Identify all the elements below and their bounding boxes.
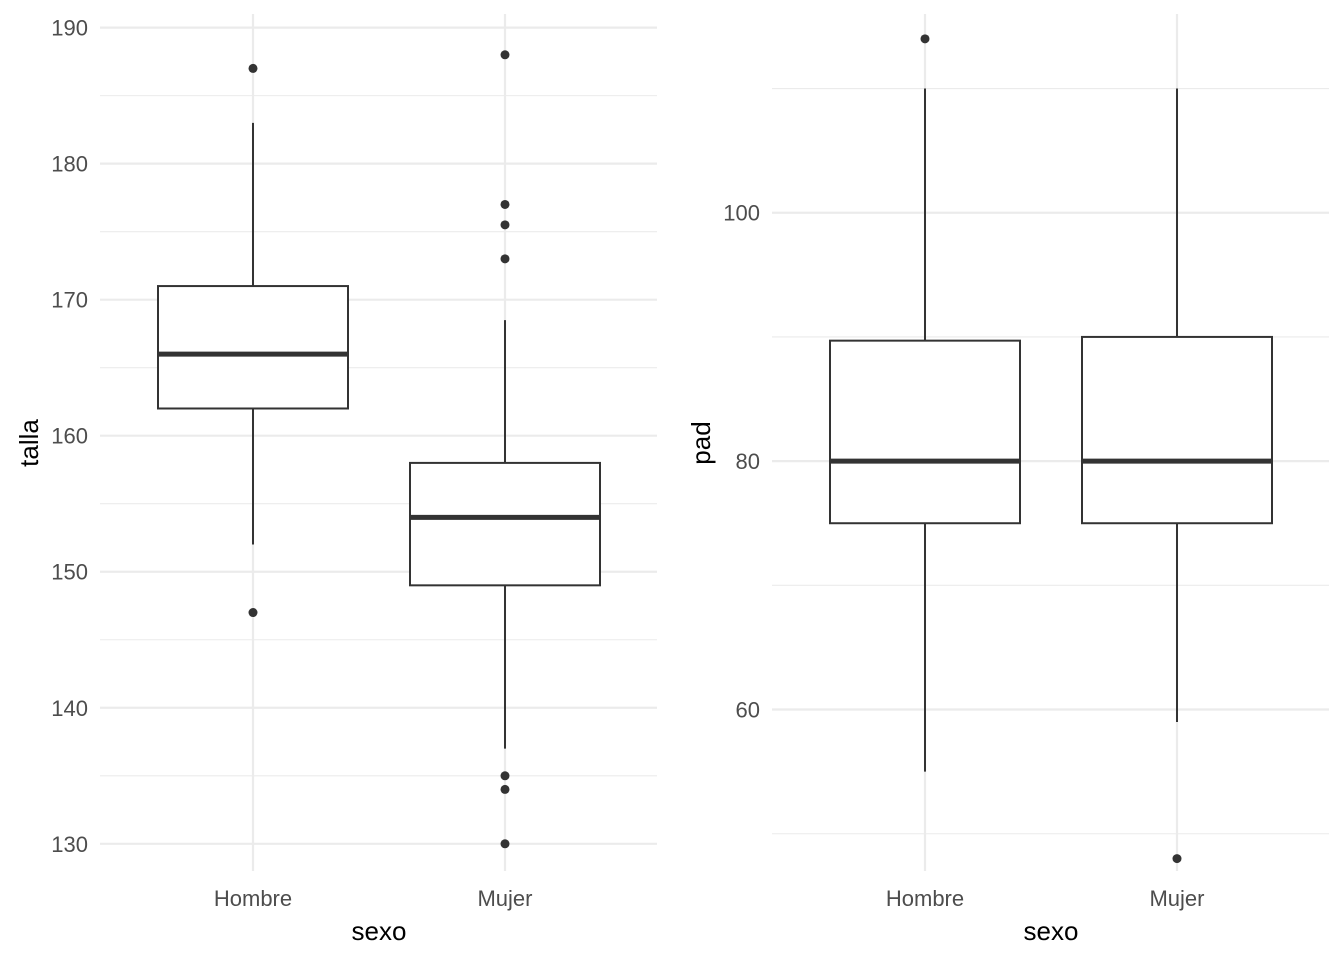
outlier-point bbox=[920, 34, 930, 44]
x-tick-label: Mujer bbox=[477, 886, 532, 911]
x-tick-label: Hombre bbox=[214, 886, 292, 911]
x-axis-title: sexo bbox=[1024, 916, 1079, 946]
boxplot-marks bbox=[157, 50, 601, 849]
box-mujer bbox=[409, 461, 601, 587]
y-tick-label: 60 bbox=[736, 698, 760, 723]
minor-grid bbox=[772, 87, 1329, 835]
outlier-point bbox=[500, 839, 510, 849]
outlier-point bbox=[500, 220, 510, 230]
talla-panel: 130 140 150 160 170 180 190 Hombre Mujer sexo t… bbox=[14, 14, 657, 946]
outlier-point bbox=[248, 63, 258, 73]
y-tick-label: 100 bbox=[723, 201, 760, 226]
y-tick-labels: 60 80 100 bbox=[723, 201, 760, 723]
y-tick-label: 190 bbox=[51, 16, 88, 41]
y-tick-label: 140 bbox=[51, 696, 88, 721]
y-axis-title: talla bbox=[14, 419, 44, 467]
outlier-point bbox=[500, 771, 510, 781]
y-tick-label: 160 bbox=[51, 424, 88, 449]
x-tick-labels: Hombre Mujer bbox=[886, 886, 1205, 911]
box-hombre bbox=[829, 339, 1021, 525]
box-hombre bbox=[157, 285, 349, 410]
pad-panel: 60 80 100 Hombre Mujer sexo pad bbox=[686, 14, 1329, 946]
outlier-point bbox=[500, 254, 510, 264]
outlier-point bbox=[1172, 854, 1182, 864]
box-mujer bbox=[1081, 335, 1273, 525]
outlier-point bbox=[500, 199, 510, 209]
y-tick-labels: 130 140 150 160 170 180 190 bbox=[51, 16, 88, 857]
outlier-point bbox=[500, 50, 510, 60]
y-tick-label: 130 bbox=[51, 832, 88, 857]
x-axis-title: sexo bbox=[352, 916, 407, 946]
y-tick-label: 170 bbox=[51, 288, 88, 313]
y-tick-label: 80 bbox=[736, 449, 760, 474]
x-tick-labels: Hombre Mujer bbox=[214, 886, 533, 911]
outlier-point bbox=[500, 784, 510, 794]
major-grid bbox=[100, 14, 657, 871]
y-tick-label: 180 bbox=[51, 152, 88, 177]
outlier-point bbox=[248, 608, 258, 618]
x-tick-label: Hombre bbox=[886, 886, 964, 911]
boxplot-marks bbox=[829, 34, 1273, 864]
y-axis-title: pad bbox=[686, 421, 716, 464]
x-tick-label: Mujer bbox=[1149, 886, 1204, 911]
y-tick-label: 150 bbox=[51, 560, 88, 585]
